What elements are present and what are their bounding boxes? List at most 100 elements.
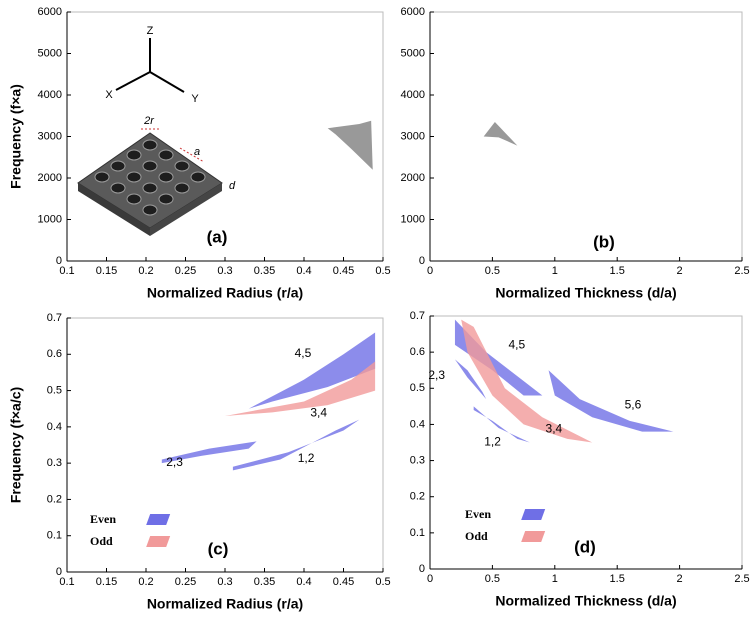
y-tick-label: 0: [419, 563, 425, 575]
legend-label: Even: [90, 512, 116, 526]
lattice-holes: [94, 139, 206, 216]
legend-label: Odd: [465, 529, 488, 543]
axis-letter: X: [105, 89, 113, 101]
region-label: 2,3: [428, 368, 445, 382]
x-axis-title: Normalized Radius (r/a): [147, 596, 303, 612]
lattice-side: [78, 183, 150, 236]
y-axis-title: Frequency (f×a): [8, 84, 24, 189]
x-tick-label: 0.15: [96, 576, 117, 588]
y-tick-label: 2000: [401, 172, 425, 184]
dimension-label: d: [229, 180, 236, 192]
y-tick-label: 0.3: [410, 454, 425, 466]
legend-label: Odd: [90, 534, 113, 548]
plot-frame: [429, 11, 743, 262]
y-tick-label: 6000: [38, 6, 62, 18]
y-tick-label: 0: [56, 255, 62, 267]
y-tick-label: 0.3: [47, 457, 62, 469]
panel: 0 0.5 1 1.5 2 2.5 0 1000 2000 3000 4000 5000 6000 Nor…: [401, 6, 750, 301]
legend-swatch: [521, 531, 546, 542]
y-tick-label: 4000: [38, 89, 62, 101]
x-tick-label: 2: [677, 265, 683, 277]
axis-letter: Z: [147, 25, 154, 37]
x-tick-label: 0.5: [375, 576, 390, 588]
band-gap-region: [161, 441, 257, 464]
x-tick-label: 0.15: [96, 265, 117, 277]
region-label: 2,3: [166, 455, 183, 469]
y-tick-label: 0.1: [410, 527, 425, 539]
x-tick-label: 0.25: [175, 576, 196, 588]
y-tick-label: 1000: [38, 213, 62, 225]
lattice-side: [150, 183, 222, 236]
region-label: 5,6: [625, 398, 642, 412]
y-axis-title: Frequency (f×a/c): [8, 387, 24, 503]
legend-label: Even: [465, 507, 491, 521]
y-tick-label: 0.6: [410, 346, 425, 358]
x-tick-label: 1: [552, 265, 558, 277]
x-tick-label: 0.35: [254, 265, 275, 277]
band-gap-region: [461, 319, 593, 443]
x-tick-label: 0.1: [59, 576, 74, 588]
legend-swatch: [521, 509, 546, 520]
plot-frame: [66, 11, 384, 262]
y-tick-label: 0.7: [410, 310, 425, 322]
y-tick-label: 5000: [38, 47, 62, 59]
band-gap-region: [248, 332, 376, 409]
band-gap-region: [548, 370, 674, 432]
y-tick-label: 0.7: [47, 312, 62, 324]
band-gap-region: [454, 359, 487, 400]
x-tick-label: 0.5: [485, 573, 500, 585]
y-tick-label: 1000: [401, 213, 425, 225]
x-tick-label: 1.5: [610, 573, 625, 585]
region-label: 4,5: [295, 346, 312, 360]
axis-letter: Y: [191, 93, 199, 105]
dimension-label: 2r: [143, 115, 155, 127]
x-axis-title: Normalized Thickness (d/a): [495, 593, 676, 609]
x-tick-label: 0.5: [485, 265, 500, 277]
band-gap-region: [232, 419, 360, 471]
x-tick-label: 0.2: [138, 576, 153, 588]
panel: 0.1 0.15 0.2 0.25 0.3 0.35 0.4 0.45 0.5 0 1000 2000…: [8, 6, 391, 301]
y-tick-label: 4000: [401, 89, 425, 101]
x-tick-label: 0.2: [138, 265, 153, 277]
x-tick-label: 0.45: [333, 265, 354, 277]
y-tick-label: 0.5: [47, 384, 62, 396]
dimension-label: a: [194, 146, 200, 158]
x-tick-label: 2: [677, 573, 683, 585]
x-tick-label: 0.45: [333, 576, 354, 588]
legend-swatch: [146, 514, 171, 525]
y-tick-label: 0.6: [47, 348, 62, 360]
legend-swatch: [146, 536, 171, 547]
x-tick-label: 0.35: [254, 576, 275, 588]
y-tick-label: 0.1: [47, 530, 62, 542]
band-gap-region: [225, 361, 376, 416]
y-tick-label: 3000: [38, 130, 62, 142]
x-tick-label: 0.1: [59, 265, 74, 277]
inset-lattice: Z X Y 2r a d: [77, 25, 236, 236]
region-label: 4,5: [509, 338, 526, 352]
x-tick-label: 1: [552, 573, 558, 585]
y-tick-label: 0.4: [47, 421, 62, 433]
y-tick-label: 0.2: [47, 493, 62, 505]
region-label: 3,4: [310, 405, 327, 419]
region-label: 1,2: [298, 451, 315, 465]
plot-frame: [66, 317, 384, 573]
y-tick-label: 2000: [38, 172, 62, 184]
x-tick-label: 0.3: [217, 576, 232, 588]
x-tick-label: 1.5: [610, 265, 625, 277]
x-tick-label: 2.5: [734, 265, 749, 277]
x-tick-label: 0.4: [296, 576, 311, 588]
panel-label: (c): [208, 539, 229, 558]
x-axis-title: Normalized Thickness (d/a): [495, 285, 676, 301]
region-label: 3,4: [546, 422, 563, 436]
panel: 0 0.5 1 1.5 2 2.5 0 0.1 0.2 0.3 0.4 0.5 0.6 0.7 Normal…: [410, 310, 750, 609]
y-tick-label: 0: [56, 566, 62, 578]
x-tick-label: 0.5: [375, 265, 390, 277]
x-axis-title: Normalized Radius (r/a): [147, 285, 303, 301]
x-tick-label: 0: [427, 573, 433, 585]
panel-label: (a): [207, 227, 228, 246]
panel: 0.1 0.15 0.2 0.25 0.3 0.35 0.4 0.45 0.500.10.20.…: [8, 312, 391, 612]
coordinate-axes: [115, 38, 185, 93]
band-gap-region: [327, 120, 373, 170]
